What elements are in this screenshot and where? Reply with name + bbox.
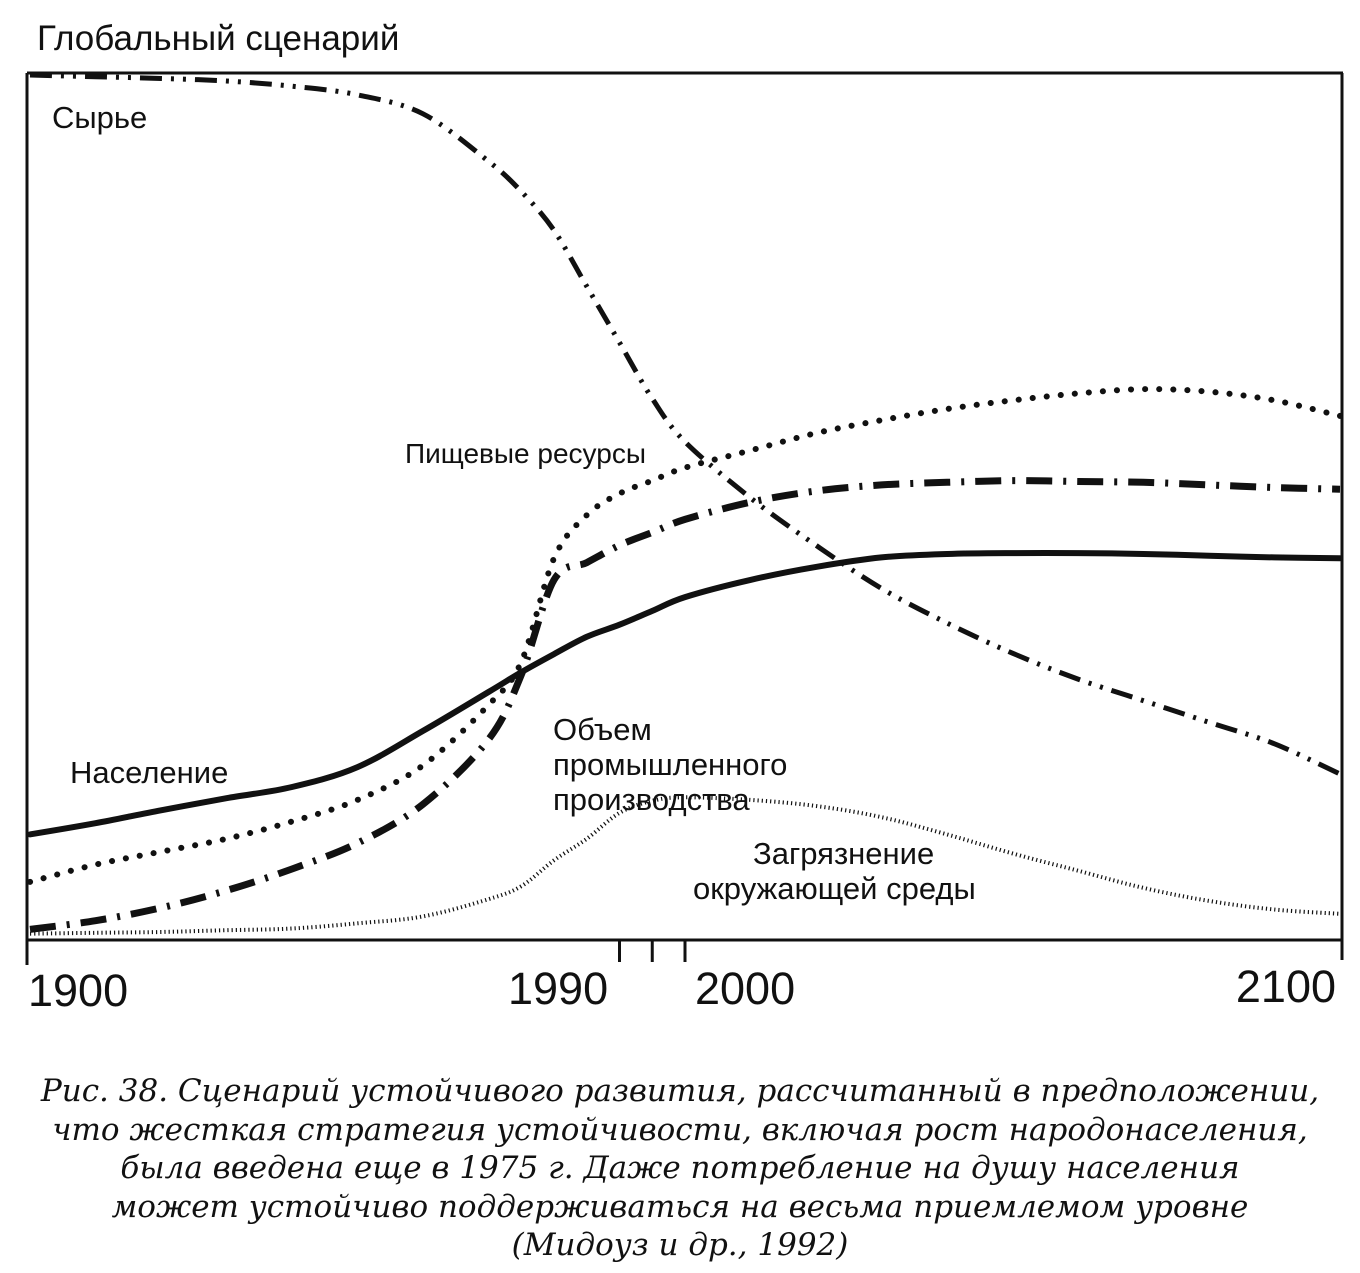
series-label-pollution-line-1: Загрязнение [753, 836, 934, 871]
series-population [27, 550, 1343, 838]
figure-caption: Рис. 38. Сценарий устойчивого развития, … [20, 1072, 1340, 1265]
series-label-pollution-line-2: окружающей среды [693, 871, 976, 906]
series-raw-materials [29, 72, 1342, 777]
series-label-food: Пищевые ресурсы [405, 438, 646, 469]
minor-ticks [618, 940, 687, 962]
chart-area: Глобальный сценарий 1900 1990 2000 2100 … [25, 19, 1344, 1016]
x-tick-label-1990: 1990 [508, 963, 608, 1014]
caption-line: была введена еще в 1975 г. Даже потребле… [120, 1150, 1240, 1186]
caption-line: (Мидоуз и др., 1992) [511, 1227, 849, 1263]
series-label-raw-materials: Сырье [52, 100, 147, 135]
series-label-industry-line-3: производства [553, 782, 750, 817]
caption-line: что жесткая стратегия устойчивости, вклю… [52, 1111, 1308, 1148]
caption-line: Рис. 38. Сценарий устойчивого развития, … [40, 1073, 1320, 1109]
series-pollution [29, 795, 1341, 936]
x-tick-label-2100: 2100 [1236, 961, 1336, 1012]
series-label-industry-line-1: Объем [553, 712, 652, 747]
series-label-population: Население [70, 755, 228, 790]
series-industry [29, 477, 1341, 933]
chart-title: Глобальный сценарий [37, 19, 399, 58]
x-tick-label-1900: 1900 [28, 965, 128, 1016]
series-food [27, 386, 1343, 885]
series-label-industry-line-2: промышленного [553, 747, 787, 782]
x-tick-label-2000: 2000 [695, 963, 795, 1014]
series-group [27, 72, 1343, 936]
caption-line: может устойчиво поддерживаться на весьма… [111, 1188, 1249, 1225]
